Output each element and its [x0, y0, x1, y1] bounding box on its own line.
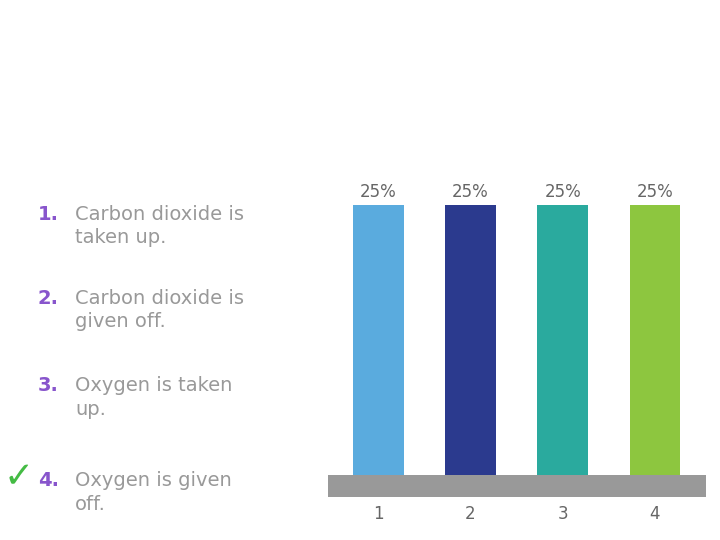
Text: Oxygen is taken
up.: Oxygen is taken up.	[75, 376, 233, 419]
Text: 2.: 2.	[37, 289, 58, 308]
Bar	[353, 205, 404, 475]
FancyBboxPatch shape	[328, 475, 706, 497]
Bar	[445, 205, 496, 475]
Text: 25%: 25%	[636, 183, 673, 201]
Text: ✓: ✓	[3, 460, 33, 494]
Text: 4.: 4.	[37, 471, 58, 490]
Text: Oxygen is given
off.: Oxygen is given off.	[75, 471, 232, 514]
Text: Carbon dioxide is
taken up.: Carbon dioxide is taken up.	[75, 205, 244, 247]
Text: the electron transport chain?: the electron transport chain?	[50, 106, 670, 142]
Bar	[537, 205, 588, 475]
Text: Which of these happens during: Which of these happens during	[30, 38, 690, 74]
Text: 25%: 25%	[360, 183, 397, 201]
Text: Carbon dioxide is
given off.: Carbon dioxide is given off.	[75, 289, 244, 331]
Text: 3.: 3.	[37, 376, 58, 395]
Text: 25%: 25%	[452, 183, 489, 201]
Text: 1.: 1.	[37, 205, 58, 224]
Text: 25%: 25%	[544, 183, 581, 201]
Bar	[629, 205, 680, 475]
